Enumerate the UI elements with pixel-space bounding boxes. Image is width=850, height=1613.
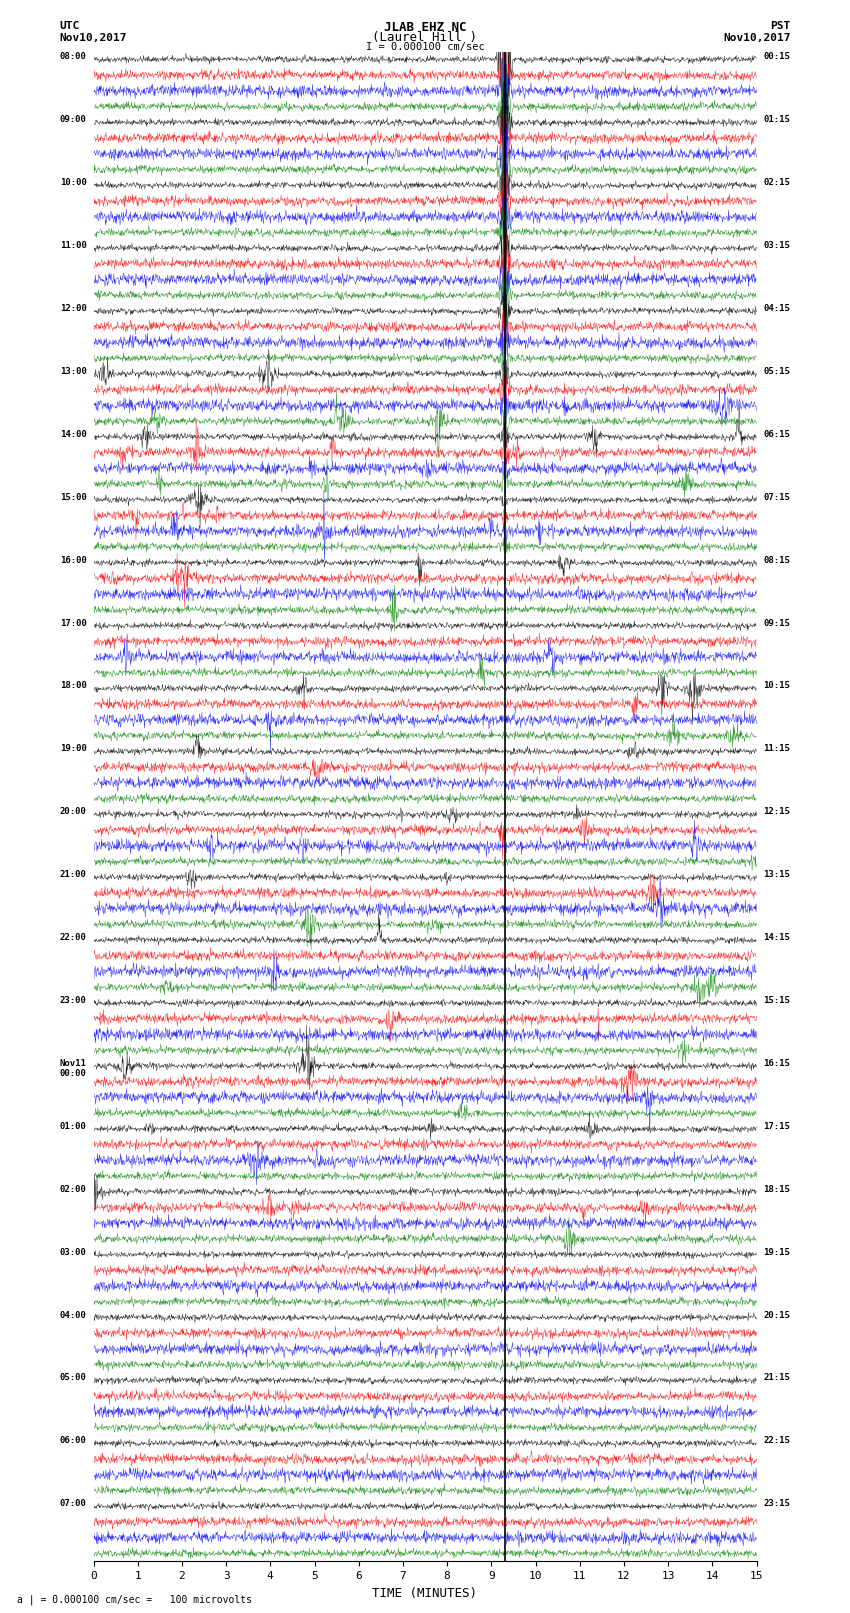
Text: 20:15: 20:15 [763, 1310, 790, 1319]
Text: 22:00: 22:00 [60, 932, 87, 942]
Text: 17:00: 17:00 [60, 618, 87, 627]
Text: 23:15: 23:15 [763, 1498, 790, 1508]
Text: 15:15: 15:15 [763, 995, 790, 1005]
Text: 03:00: 03:00 [60, 1247, 87, 1257]
Text: 21:15: 21:15 [763, 1373, 790, 1382]
Text: 14:15: 14:15 [763, 932, 790, 942]
Text: 02:00: 02:00 [60, 1184, 87, 1194]
Text: 18:15: 18:15 [763, 1184, 790, 1194]
Text: 22:15: 22:15 [763, 1436, 790, 1445]
Text: 15:00: 15:00 [60, 492, 87, 502]
Text: 12:15: 12:15 [763, 806, 790, 816]
Text: 14:00: 14:00 [60, 429, 87, 439]
Text: 10:15: 10:15 [763, 681, 790, 690]
Text: I = 0.000100 cm/sec: I = 0.000100 cm/sec [366, 42, 484, 52]
Text: JLAB EHZ NC: JLAB EHZ NC [383, 21, 467, 34]
Text: (Laurel Hill ): (Laurel Hill ) [372, 31, 478, 44]
Text: 04:00: 04:00 [60, 1310, 87, 1319]
Text: 11:15: 11:15 [763, 744, 790, 753]
Text: 09:15: 09:15 [763, 618, 790, 627]
Text: 21:00: 21:00 [60, 869, 87, 879]
Text: 13:00: 13:00 [60, 366, 87, 376]
Text: Nov11
00:00: Nov11 00:00 [60, 1058, 87, 1079]
Text: 07:15: 07:15 [763, 492, 790, 502]
Text: 00:15: 00:15 [763, 52, 790, 61]
Text: 01:15: 01:15 [763, 115, 790, 124]
Text: 05:15: 05:15 [763, 366, 790, 376]
Text: 16:15: 16:15 [763, 1058, 790, 1068]
Text: 03:15: 03:15 [763, 240, 790, 250]
Text: PST
Nov10,2017: PST Nov10,2017 [723, 21, 791, 42]
X-axis label: TIME (MINUTES): TIME (MINUTES) [372, 1587, 478, 1600]
Text: 11:00: 11:00 [60, 240, 87, 250]
Text: 10:00: 10:00 [60, 177, 87, 187]
Text: 07:00: 07:00 [60, 1498, 87, 1508]
Text: 20:00: 20:00 [60, 806, 87, 816]
Text: a | = 0.000100 cm/sec =   100 microvolts: a | = 0.000100 cm/sec = 100 microvolts [17, 1594, 252, 1605]
Text: 08:00: 08:00 [60, 52, 87, 61]
Text: 09:00: 09:00 [60, 115, 87, 124]
Text: 17:15: 17:15 [763, 1121, 790, 1131]
Text: 13:15: 13:15 [763, 869, 790, 879]
Text: 05:00: 05:00 [60, 1373, 87, 1382]
Text: 06:15: 06:15 [763, 429, 790, 439]
Text: 06:00: 06:00 [60, 1436, 87, 1445]
Text: UTC
Nov10,2017: UTC Nov10,2017 [60, 21, 127, 42]
Text: 08:15: 08:15 [763, 555, 790, 565]
Text: 18:00: 18:00 [60, 681, 87, 690]
Text: 01:00: 01:00 [60, 1121, 87, 1131]
Text: 23:00: 23:00 [60, 995, 87, 1005]
Text: 12:00: 12:00 [60, 303, 87, 313]
Text: 19:00: 19:00 [60, 744, 87, 753]
Text: 16:00: 16:00 [60, 555, 87, 565]
Text: 04:15: 04:15 [763, 303, 790, 313]
Text: 19:15: 19:15 [763, 1247, 790, 1257]
Text: 02:15: 02:15 [763, 177, 790, 187]
